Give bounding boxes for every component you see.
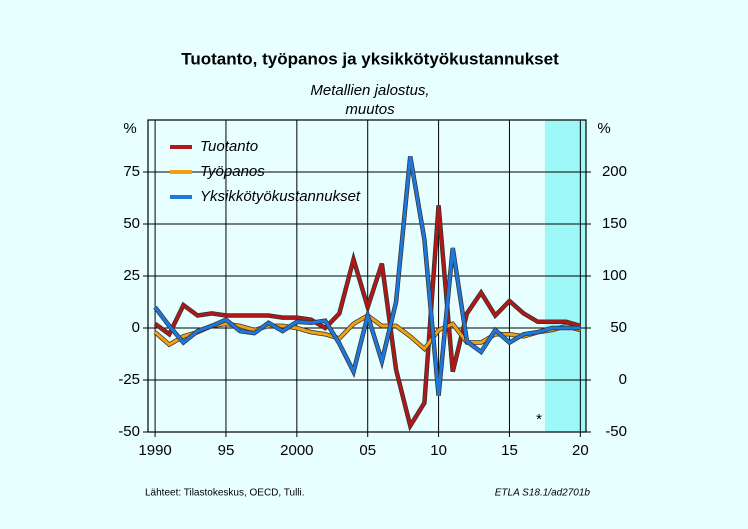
chart-title: Tuotanto, työpanos ja yksikkötyökustannu… [181, 49, 559, 68]
y-tick-label: 0 [132, 319, 140, 336]
y-tick-label: -25 [118, 371, 140, 388]
legend-label: Tuotanto [200, 138, 258, 155]
y2-tick-label: 100 [602, 267, 627, 284]
annotation: * [536, 411, 542, 428]
y-axis-label: % [123, 120, 136, 137]
y2-tick-label: 200 [602, 163, 627, 180]
plot-frame [147, 119, 587, 433]
series-line [153, 156, 581, 396]
y-tick-label: 75 [123, 163, 140, 180]
legend-label: Työpanos [200, 163, 265, 180]
y2-tick-label: 50 [610, 319, 627, 336]
y2-tick-label: 150 [602, 215, 627, 232]
subtitle: muutos [345, 101, 395, 118]
x-tick-label: 05 [359, 442, 376, 459]
x-tick-label: 95 [218, 442, 235, 459]
x-tick-label: 1990 [138, 442, 171, 459]
y-tick-label: -50 [118, 423, 140, 440]
y2-tick-label: -50 [605, 423, 627, 440]
y-tick-label: 25 [123, 267, 140, 284]
x-tick-label: 2000 [280, 442, 313, 459]
source: Lähteet: Tilastokeskus, OECD, Tulli. [145, 488, 305, 499]
x-tick-label: 15 [501, 442, 518, 459]
code: ETLA S18.1/ad2701b [495, 488, 591, 499]
series-line [154, 205, 581, 430]
x-tick-label: 20 [572, 442, 589, 459]
y2-axis-label: % [597, 120, 610, 137]
plot-area: -50 -25 0 25 50 75 -50 0 50 100 150 200 1990 95 2000 05… [118, 119, 627, 459]
y-tick-label: 50 [123, 215, 140, 232]
y2-tick-label: 0 [619, 371, 627, 388]
x-tick-label: 10 [430, 442, 447, 459]
subtitle: Metallien jalostus, [310, 82, 429, 99]
legend-label: Yksikkötyökustannukset [200, 188, 361, 205]
